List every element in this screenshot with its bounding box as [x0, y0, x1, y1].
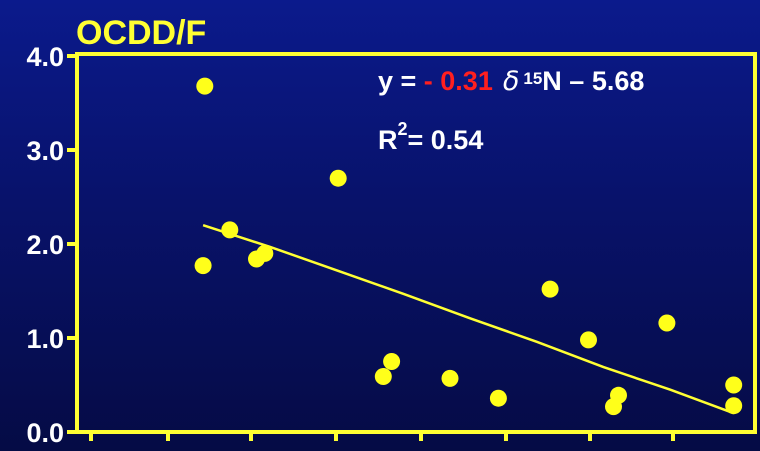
eq-superscript: 15 [523, 69, 542, 88]
data-point [383, 353, 401, 370]
plot-frame [75, 52, 757, 434]
r2-superscript: 2 [398, 119, 408, 139]
data-point [374, 368, 392, 385]
data-point [658, 314, 676, 332]
data-point [610, 386, 627, 404]
data-point [441, 369, 459, 387]
trendline-group [202, 224, 735, 415]
r-squared: R2= 0.54 [378, 119, 483, 155]
data-point [256, 244, 274, 262]
y-tick-label: 0.0 [26, 418, 64, 448]
y-axis-ticks: 0.0 1.0 2.0 3.0 4.0 [26, 42, 77, 448]
y-tick-label: 3.0 [26, 136, 64, 166]
data-point [580, 331, 597, 349]
data-point [541, 280, 559, 298]
data-points [194, 77, 743, 416]
eq-delta: δ [503, 66, 520, 97]
y-tick-label: 1.0 [26, 324, 64, 354]
regression-equation: y = - 0.31 δ 15N – 5.68 [378, 66, 644, 97]
r2-label: R [378, 125, 398, 155]
r2-value: = 0.54 [408, 125, 484, 155]
data-point [725, 376, 743, 394]
y-tick-label: 4.0 [26, 42, 64, 72]
data-point [725, 397, 743, 415]
trendline [202, 224, 735, 415]
data-point [329, 169, 347, 187]
eq-prefix: y = [378, 66, 424, 96]
data-point [489, 389, 507, 407]
data-point [221, 221, 239, 239]
y-tick-label: 2.0 [26, 230, 64, 260]
x-axis-ticks [89, 432, 675, 441]
eq-suffix: N – 5.68 [542, 66, 644, 96]
eq-coefficient: - 0.31 [424, 66, 493, 96]
data-point [196, 77, 214, 95]
data-point [194, 257, 212, 275]
chart-title: OCDD/F [76, 14, 206, 52]
